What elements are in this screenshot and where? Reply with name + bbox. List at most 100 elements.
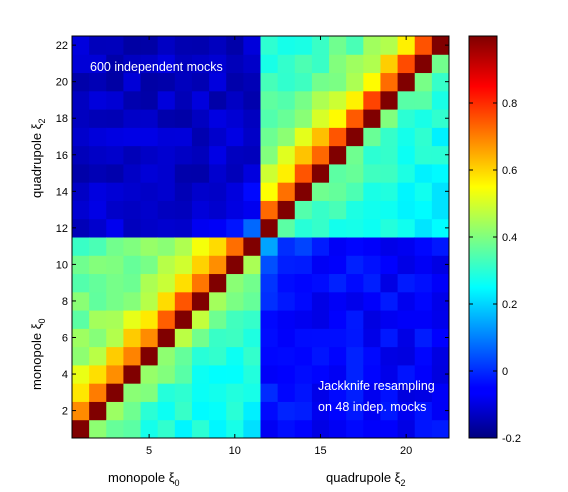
heatmap-cell [397, 163, 416, 183]
heatmap-cell [431, 419, 450, 439]
heatmap-cell [431, 401, 450, 421]
heatmap-cell [243, 218, 261, 238]
heatmap-cell [106, 291, 124, 311]
heatmap-cell [311, 346, 330, 366]
heatmap-cell [157, 237, 176, 256]
heatmap-cell [191, 145, 210, 165]
heatmap-cell [431, 54, 450, 74]
heatmap-cell [123, 163, 142, 183]
heatmap-cell [260, 36, 279, 55]
heatmap-cell [363, 127, 381, 147]
heatmap-cell [414, 291, 433, 311]
heatmap-cell [277, 72, 296, 92]
heatmap-cell [140, 109, 159, 128]
heatmap-cell [243, 255, 261, 275]
heatmap-cell [414, 36, 433, 55]
heatmap-cell [380, 255, 399, 275]
heatmap-cell [243, 328, 261, 348]
heatmap-cell [397, 218, 416, 238]
heatmap-cell [243, 109, 261, 128]
heatmap-cell [380, 419, 399, 439]
heatmap-cell [277, 145, 296, 165]
heatmap-cell [191, 200, 210, 220]
heatmap-cell [106, 182, 124, 201]
heatmap-cell [174, 328, 193, 348]
heatmap-cell [157, 255, 176, 275]
heatmap-cell [346, 346, 364, 366]
heatmap-cell [72, 182, 90, 201]
heatmap-cell [277, 291, 296, 311]
heatmap-cell [174, 109, 193, 128]
heatmap-cell [260, 237, 279, 256]
y-tick-label: 20 [56, 77, 68, 89]
heatmap-cell [123, 200, 142, 220]
heatmap-cell [397, 145, 416, 165]
heatmap-cell [414, 328, 433, 348]
heatmap-cell [226, 145, 244, 165]
heatmap-cell [311, 145, 330, 165]
colorbar-ticks: -0.2 0 0.2 0.4 0.6 0.8 [469, 98, 521, 445]
heatmap-cell [226, 237, 244, 256]
heatmap-cell [89, 273, 107, 293]
heatmap-cell [277, 419, 296, 439]
heatmap-cell [174, 218, 193, 238]
heatmap-cell [294, 36, 313, 55]
heatmap-cell [157, 90, 176, 110]
y-tick-label: 8 [62, 296, 68, 308]
heatmap-cell [157, 145, 176, 165]
heatmap-cell [123, 383, 142, 402]
heatmap-cell [106, 401, 124, 421]
heatmap-cell [311, 310, 330, 329]
heatmap-cell [346, 401, 364, 421]
heatmap-cell [294, 346, 313, 366]
heatmap-cell [140, 36, 159, 55]
heatmap-cell [260, 200, 279, 220]
heatmap-cell [106, 90, 124, 110]
heatmap-cell [260, 383, 279, 402]
heatmap-cell [431, 127, 450, 147]
heatmap-cell [106, 346, 124, 366]
heatmap-cell [106, 200, 124, 220]
heatmap-cell [311, 291, 330, 311]
heatmap-cell [363, 145, 381, 165]
heatmap-cell [294, 328, 313, 348]
heatmap-cell [397, 291, 416, 311]
heatmap-cell [380, 273, 399, 293]
x-tick-label: 10 [229, 445, 241, 457]
heatmap-cell [191, 54, 210, 74]
heatmap-cell [174, 346, 193, 366]
annotation-upper: 600 independent mocks [90, 60, 223, 74]
heatmap-cell [260, 72, 279, 92]
heatmap-cell [277, 36, 296, 55]
heatmap-cell [106, 255, 124, 275]
heatmap-cell [380, 72, 399, 92]
heatmap-cell [311, 328, 330, 348]
heatmap-cell [89, 218, 107, 238]
heatmap-cell [294, 401, 313, 421]
heatmap-cell [209, 36, 227, 55]
heatmap-cell [294, 145, 313, 165]
heatmap-cell [157, 401, 176, 421]
heatmap-cell [89, 401, 107, 421]
heatmap-cell [414, 109, 433, 128]
heatmap-cell [191, 72, 210, 92]
heatmap-grid [72, 36, 450, 439]
heatmap-cell [397, 255, 416, 275]
x-axis-label-monopole: monopole ξ0 [108, 470, 180, 488]
heatmap-cell [157, 36, 176, 55]
y-axis-label-monopole: monopole ξ0 [29, 318, 47, 390]
heatmap-cell [157, 218, 176, 238]
heatmap-cell [294, 383, 313, 402]
x-tick-label: 20 [400, 445, 412, 457]
heatmap-cell [311, 401, 330, 421]
heatmap-cell [363, 255, 381, 275]
heatmap-cell [329, 200, 347, 220]
heatmap-cell [174, 255, 193, 275]
heatmap-cell [346, 328, 364, 348]
colorbar [468, 35, 498, 439]
heatmap-cell [329, 36, 347, 55]
heatmap-cell [277, 237, 296, 256]
heatmap-cell [346, 310, 364, 329]
heatmap-cell [431, 182, 450, 201]
heatmap-cell [260, 310, 279, 329]
